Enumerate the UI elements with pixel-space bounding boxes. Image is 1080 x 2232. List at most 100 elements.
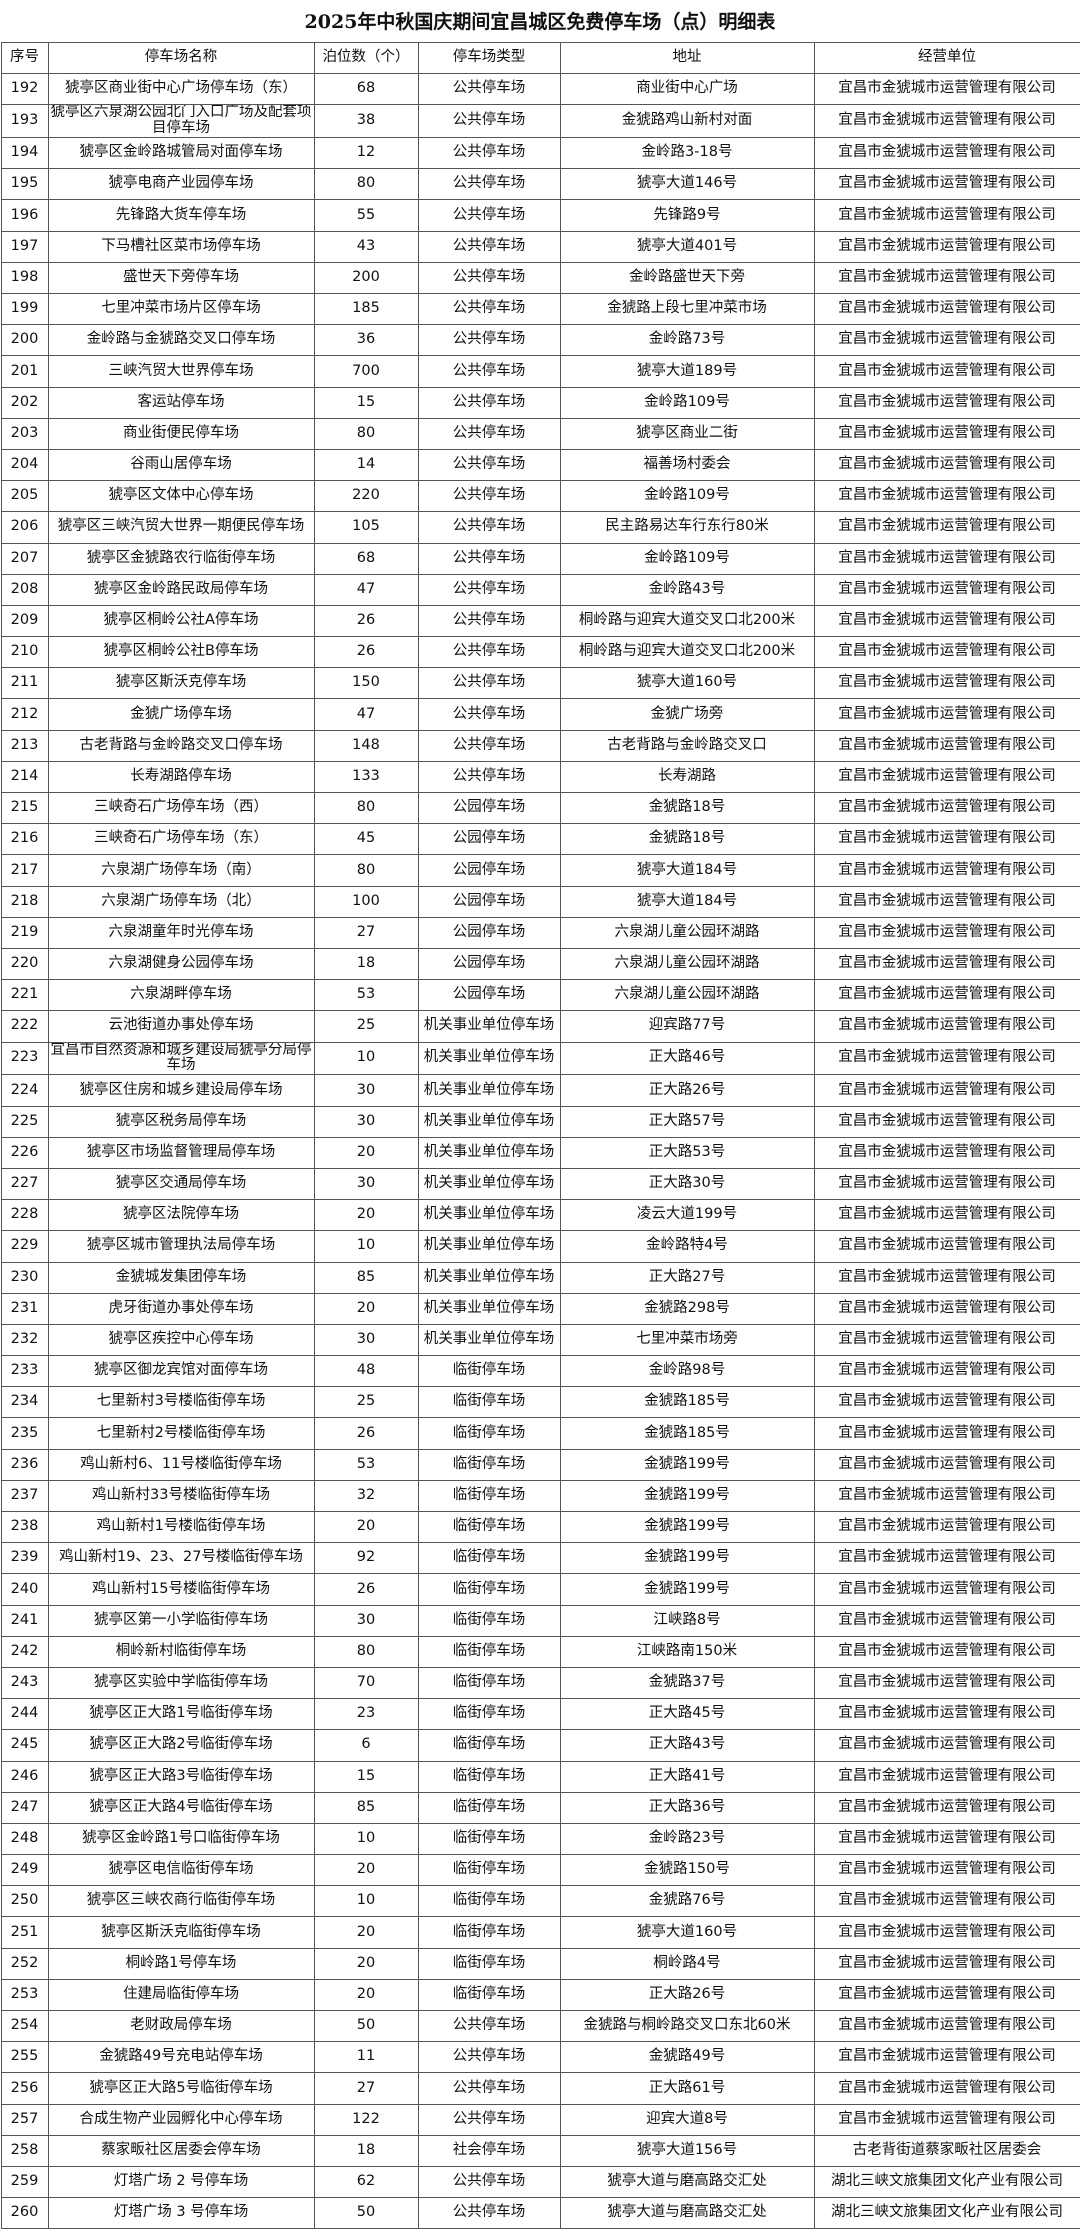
cell-type: 机关事业单位停车场	[417, 1136, 561, 1169]
cell-operator: 宜昌市金猇城市运营管理有限公司	[813, 104, 1080, 139]
cell-type: 公共停车场	[417, 573, 561, 606]
header-cell: 停车场类型	[417, 42, 561, 74]
cell-name: 蔡家畈社区居委会停车场	[47, 2134, 315, 2167]
table-row: 238 鸡山新村1号楼临街停车场 20 临街停车场 金猇路199号 宜昌市金猇城市运营管理…	[0, 1510, 1080, 1544]
cell-address: 金岭路109号	[559, 480, 815, 513]
cell-id: 250	[0, 1885, 49, 1918]
cell-type: 公共停车场	[417, 2103, 561, 2136]
cell-spaces: 27	[313, 2072, 419, 2105]
table-row: 208 猇亭区金岭路民政局停车场 47 公共停车场 金岭路43号 宜昌市金猇城市运营管理有…	[0, 573, 1080, 606]
cell-name: 金猇路49号充电站停车场	[47, 2041, 315, 2074]
cell-address: 金猇路185号	[559, 1417, 815, 1450]
cell-type: 机关事业单位停车场	[417, 1199, 561, 1232]
table-row: 251 猇亭区斯沃克临街停车场 20 临街停车场 猇亭大道160号 宜昌市金猇城市运营管理…	[0, 1916, 1080, 1949]
cell-id: 193	[0, 104, 49, 139]
cell-id: 231	[0, 1292, 49, 1325]
table-row: 242 桐岭新村临街停车场 80 临街停车场 江峡路南150米 宜昌市金猇城市运营管理有限…	[0, 1635, 1080, 1668]
cell-operator: 宜昌市金猇城市运营管理有限公司	[813, 417, 1080, 450]
cell-name: 六泉湖健身公园停车场	[47, 947, 315, 981]
cell-name: 猇亭区斯沃克临街停车场	[47, 1916, 315, 1949]
cell-type: 公共停车场	[417, 324, 561, 357]
table-row: 204 谷雨山居停车场 14 公共停车场 福善场村委会 宜昌市金猇城市运营管理有限公司	[0, 448, 1080, 482]
cell-name: 鸡山新村15号楼临街停车场	[47, 1573, 315, 1606]
cell-operator: 宜昌市金猇城市运营管理有限公司	[813, 542, 1080, 575]
cell-address: 猇亭大道与磨高路交汇处	[559, 2197, 815, 2230]
cell-spaces: 20	[313, 1199, 419, 1232]
cell-type: 公共停车场	[417, 636, 561, 669]
cell-name: 猇亭区法院停车场	[47, 1199, 315, 1232]
cell-spaces: 15	[313, 1760, 419, 1793]
cell-spaces: 15	[313, 386, 419, 419]
cell-name: 先锋路大货车停车场	[47, 199, 315, 232]
cell-type: 社会停车场	[417, 2134, 561, 2167]
cell-name: 鸡山新村19、23、27号楼临街停车场	[47, 1542, 315, 1575]
cell-type: 机关事业单位停车场	[417, 1230, 561, 1263]
cell-address: 正大路53号	[559, 1136, 815, 1169]
cell-address: 桐岭路4号	[559, 1947, 815, 1980]
cell-name: 古老背路与金岭路交叉口停车场	[47, 729, 315, 762]
cell-spaces: 32	[313, 1479, 419, 1513]
table-row: 250 猇亭区三峡农商行临街停车场 10 临街停车场 金猇路76号 宜昌市金猇城市运营管理…	[0, 1885, 1080, 1918]
cell-spaces: 20	[313, 1510, 419, 1544]
cell-id: 207	[0, 542, 49, 575]
cell-type: 临街停车场	[417, 1542, 561, 1575]
cell-operator: 宜昌市金猇城市运营管理有限公司	[813, 448, 1080, 482]
table-row: 244 猇亭区正大路1号临街停车场 23 临街停车场 正大路45号 宜昌市金猇城市运营管理…	[0, 1698, 1080, 1731]
table-row: 226 猇亭区市场监督管理局停车场 20 机关事业单位停车场 正大路53号 宜昌市金猇城市…	[0, 1136, 1080, 1169]
cell-type: 公共停车场	[417, 417, 561, 450]
cell-id: 204	[0, 448, 49, 482]
cell-type: 公园停车场	[417, 885, 561, 918]
cell-spaces: 25	[313, 1386, 419, 1419]
cell-spaces: 11	[313, 2041, 419, 2074]
cell-type: 临街停车场	[417, 1573, 561, 1606]
cell-address: 猇亭大道160号	[559, 1916, 815, 1949]
cell-name: 商业街便民停车场	[47, 417, 315, 450]
cell-address: 金猇路298号	[559, 1292, 815, 1325]
cell-address: 福善场村委会	[559, 448, 815, 482]
cell-name: 金猇城发集团停车场	[47, 1261, 315, 1294]
cell-spaces: 85	[313, 1791, 419, 1824]
cell-id: 217	[0, 854, 49, 887]
cell-spaces: 14	[313, 448, 419, 482]
cell-operator: 宜昌市金猇城市运营管理有限公司	[813, 760, 1080, 794]
cell-name: 猇亭区金岭路城管局对面停车场	[47, 137, 315, 170]
cell-name: 猇亭区金猇路农行临街停车场	[47, 542, 315, 575]
cell-name: 谷雨山居停车场	[47, 448, 315, 482]
cell-type: 公共停车场	[417, 2197, 561, 2230]
table-row: 209 猇亭区桐岭公社A停车场 26 公共停车场 桐岭路与迎宾大道交叉口北200米 宜昌市…	[0, 604, 1080, 638]
cell-type: 临街停车场	[417, 1978, 561, 2012]
cell-id: 255	[0, 2041, 49, 2074]
cell-id: 205	[0, 480, 49, 513]
cell-type: 机关事业单位停车场	[417, 1167, 561, 1201]
cell-operator: 宜昌市金猇城市运营管理有限公司	[813, 1479, 1080, 1513]
cell-id: 245	[0, 1729, 49, 1762]
cell-type: 公共停车场	[417, 386, 561, 419]
cell-operator: 宜昌市金猇城市运营管理有限公司	[813, 885, 1080, 918]
cell-spaces: 43	[313, 230, 419, 263]
cell-id: 242	[0, 1635, 49, 1668]
cell-operator: 宜昌市金猇城市运营管理有限公司	[813, 1822, 1080, 1856]
cell-type: 临街停车场	[417, 1947, 561, 1980]
cell-address: 金猇路199号	[559, 1573, 815, 1606]
cell-id: 195	[0, 168, 49, 201]
table-row: 234 七里新村3号楼临街停车场 25 临街停车场 金猇路185号 宜昌市金猇城市运营管理…	[0, 1386, 1080, 1419]
cell-address: 金岭路98号	[559, 1355, 815, 1388]
cell-address: 正大路45号	[559, 1698, 815, 1731]
cell-spaces: 68	[313, 542, 419, 575]
cell-address: 七里冲菜市场旁	[559, 1323, 815, 1357]
cell-operator: 宜昌市金猇城市运营管理有限公司	[813, 979, 1080, 1012]
cell-operator: 宜昌市金猇城市运营管理有限公司	[813, 1510, 1080, 1544]
cell-type: 机关事业单位停车场	[417, 1292, 561, 1325]
cell-name: 七里新村3号楼临街停车场	[47, 1386, 315, 1419]
cell-spaces: 10	[313, 1230, 419, 1263]
cell-operator: 宜昌市金猇城市运营管理有限公司	[813, 355, 1080, 388]
cell-id: 215	[0, 791, 49, 825]
cell-type: 公共停车场	[417, 448, 561, 482]
cell-type: 机关事业单位停车场	[417, 1041, 561, 1076]
cell-name: 鸡山新村33号楼临街停车场	[47, 1479, 315, 1513]
table-row: 235 七里新村2号楼临街停车场 26 临街停车场 金猇路185号 宜昌市金猇城市运营管理…	[0, 1417, 1080, 1450]
cell-operator: 宜昌市金猇城市运营管理有限公司	[813, 2103, 1080, 2136]
cell-name: 猇亭区疾控中心停车场	[47, 1323, 315, 1357]
table-row: 227 猇亭区交通局停车场 30 机关事业单位停车场 正大路30号 宜昌市金猇城市运营管理…	[0, 1167, 1080, 1201]
